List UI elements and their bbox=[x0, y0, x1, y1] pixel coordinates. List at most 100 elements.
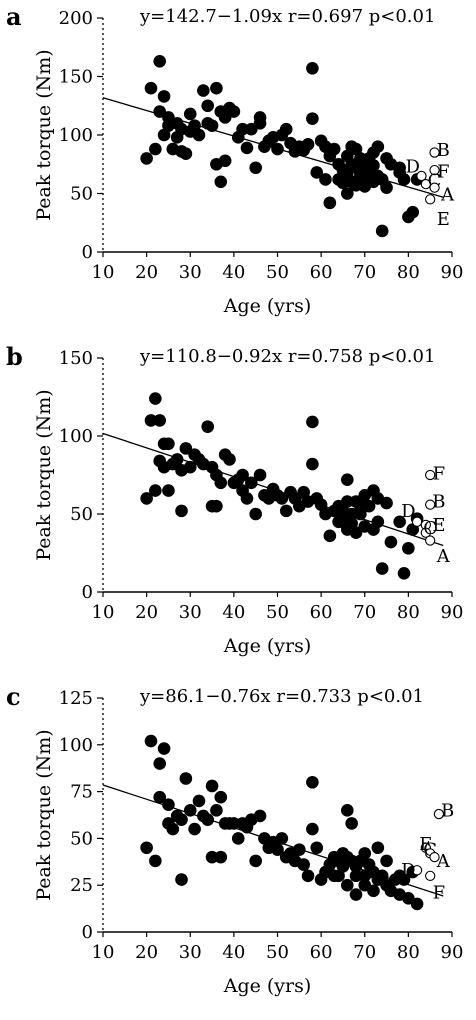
y-tick-label: 125 bbox=[59, 688, 93, 709]
data-point bbox=[271, 142, 284, 156]
data-point bbox=[240, 141, 254, 155]
data-point bbox=[153, 414, 167, 427]
y-tick-label: 100 bbox=[59, 125, 93, 146]
data-point bbox=[144, 414, 158, 427]
annotation-label-f: F bbox=[433, 463, 446, 484]
data-point bbox=[231, 832, 245, 845]
annotation-label-f: F bbox=[437, 161, 450, 182]
data-point bbox=[153, 54, 167, 68]
y-tick-label: 50 bbox=[70, 504, 93, 525]
annotated-point-a bbox=[425, 535, 436, 546]
annotation-label-b: B bbox=[441, 800, 454, 821]
y-axis-label: Peak torque (Nm) bbox=[33, 49, 55, 220]
data-point bbox=[210, 499, 223, 513]
data-point bbox=[201, 420, 214, 433]
data-point bbox=[253, 809, 267, 823]
data-point bbox=[375, 869, 389, 883]
x-tick-label: 50 bbox=[266, 942, 289, 963]
y-tick-label: 25 bbox=[70, 875, 93, 896]
data-point bbox=[210, 81, 223, 95]
x-tick-label: 50 bbox=[266, 602, 289, 623]
x-tick-label: 60 bbox=[310, 602, 333, 623]
x-tick-label: 90 bbox=[441, 262, 464, 283]
data-point bbox=[371, 515, 385, 529]
data-point bbox=[406, 205, 420, 219]
annotated-point-b bbox=[429, 147, 440, 158]
data-point bbox=[314, 498, 328, 511]
data-point bbox=[354, 507, 367, 521]
data-point bbox=[240, 492, 254, 505]
x-tick-label: 10 bbox=[92, 262, 115, 283]
data-point bbox=[214, 850, 228, 864]
data-point bbox=[183, 460, 197, 474]
data-point bbox=[323, 529, 337, 543]
data-point bbox=[345, 517, 358, 530]
data-point bbox=[162, 437, 175, 451]
x-tick-label: 80 bbox=[397, 942, 420, 963]
x-tick-label: 20 bbox=[135, 262, 158, 283]
data-point bbox=[306, 112, 319, 125]
data-point bbox=[162, 484, 175, 497]
chart-panel-c: 0 25 50 75 100 125 10 20 30 40 50 60 70 80 90 Peak torq… bbox=[0, 680, 476, 1020]
data-point bbox=[205, 119, 219, 132]
x-axis-label: Age (yrs) bbox=[223, 295, 312, 317]
data-point bbox=[214, 476, 228, 490]
data-point bbox=[349, 142, 363, 156]
data-point bbox=[249, 161, 262, 175]
annotated-point-f bbox=[425, 469, 436, 481]
y-axis-label: Peak torque (Nm) bbox=[33, 389, 55, 560]
x-tick-label: 90 bbox=[441, 942, 464, 963]
data-point bbox=[371, 841, 385, 855]
data-point bbox=[358, 847, 372, 860]
data-point bbox=[380, 181, 393, 194]
x-tick-label: 40 bbox=[222, 262, 245, 283]
annotated-point-f bbox=[429, 164, 440, 176]
annotated-point-b bbox=[425, 499, 436, 510]
data-point bbox=[183, 804, 197, 817]
annotated-point-f bbox=[425, 870, 436, 881]
data-point bbox=[149, 484, 162, 497]
data-point bbox=[306, 415, 319, 429]
data-point bbox=[279, 504, 293, 518]
annotated-point-a bbox=[429, 182, 440, 193]
x-tick-label: 30 bbox=[179, 602, 202, 623]
data-point bbox=[188, 822, 201, 836]
annotation-label-c: C bbox=[423, 518, 437, 539]
data-point bbox=[310, 166, 324, 179]
x-tick-label: 40 bbox=[222, 942, 245, 963]
data-point bbox=[157, 128, 171, 142]
data-point bbox=[140, 492, 153, 505]
data-point bbox=[249, 507, 262, 521]
data-point bbox=[341, 473, 354, 486]
x-tick-label: 30 bbox=[179, 942, 202, 963]
data-point bbox=[293, 843, 306, 856]
data-point bbox=[205, 850, 219, 864]
chart-panel-a: 0 50 100 150 200 10 20 30 40 50 60 70 80 90 Peak torqu… bbox=[0, 0, 476, 340]
data-point bbox=[349, 888, 363, 901]
data-point bbox=[144, 81, 158, 95]
data-point bbox=[144, 734, 158, 748]
panel-label-c: c bbox=[6, 682, 21, 711]
panel-label-b: b bbox=[6, 342, 23, 371]
data-point bbox=[201, 99, 214, 113]
data-point bbox=[349, 869, 363, 883]
x-tick-label: 70 bbox=[353, 262, 376, 283]
data-point bbox=[279, 122, 293, 136]
data-point bbox=[275, 492, 289, 505]
data-point bbox=[192, 128, 206, 142]
y-tick-label: 0 bbox=[82, 242, 93, 263]
data-point bbox=[249, 854, 262, 868]
annotation-label-b: B bbox=[437, 140, 450, 161]
data-point bbox=[253, 468, 267, 482]
data-point bbox=[349, 526, 363, 540]
data-point bbox=[393, 515, 406, 529]
data-point bbox=[327, 142, 341, 156]
data-point bbox=[341, 804, 354, 817]
data-point bbox=[367, 884, 380, 898]
data-point bbox=[157, 90, 171, 103]
data-point bbox=[227, 817, 241, 830]
x-tick-label: 70 bbox=[353, 942, 376, 963]
data-point bbox=[253, 117, 267, 130]
annotation-label-a: A bbox=[440, 185, 455, 206]
x-tick-label: 10 bbox=[92, 602, 115, 623]
